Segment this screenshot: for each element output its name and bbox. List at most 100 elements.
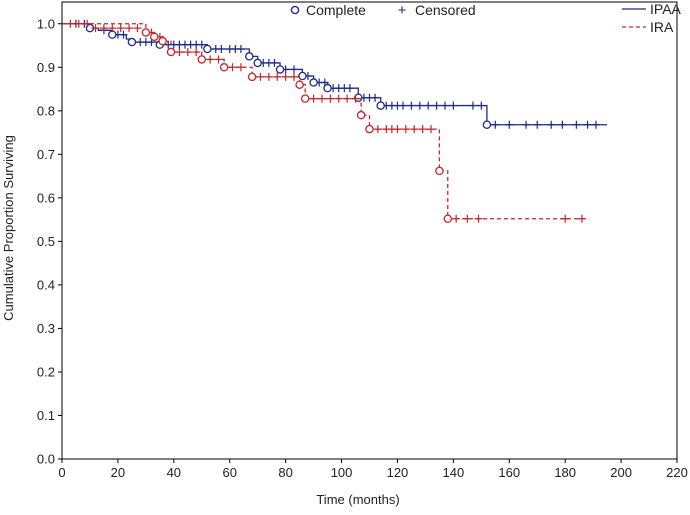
y-axis-ticks: 0.0 0.1 0.2 0.3 0.4 0.5 0.6 0.7 0.8 0.9 1.0 xyxy=(37,16,62,467)
legend-label-ira: IRA xyxy=(650,19,674,35)
censored-mark-ira xyxy=(133,24,142,33)
censored-mark-ipaa xyxy=(505,120,514,129)
y-tick-label: 0.6 xyxy=(37,190,55,205)
censored-mark-ira xyxy=(281,72,290,81)
event-mark-ira xyxy=(356,110,366,120)
censored-mark-ipaa xyxy=(197,40,206,49)
censored-mark-ipaa xyxy=(407,101,416,110)
complete-legend-label: Complete xyxy=(306,2,366,18)
x-tick-label: 140 xyxy=(443,465,465,480)
censored-mark-ipaa xyxy=(236,45,245,54)
censored-mark-ipaa xyxy=(591,120,600,129)
x-tick-label: 220 xyxy=(666,465,688,480)
censored-mark-ipaa xyxy=(533,120,542,129)
event-mark-ira xyxy=(158,36,167,46)
y-tick-label: 0.1 xyxy=(37,408,55,423)
event-mark-ira xyxy=(141,28,151,37)
censored-mark-ipaa xyxy=(547,120,556,129)
censored-mark-ira xyxy=(228,63,237,72)
event-mark-ipaa xyxy=(203,44,212,54)
censored-mark-ira xyxy=(116,24,125,33)
legend-label-ipaa: IPAA xyxy=(650,1,682,17)
x-tick-label: 160 xyxy=(498,465,520,480)
censored-mark-ira xyxy=(452,214,461,223)
censored-mark-ira xyxy=(351,94,360,103)
censored-mark-ira xyxy=(192,48,201,57)
y-tick-label: 0.0 xyxy=(37,452,55,467)
y-tick-label: 0.8 xyxy=(37,103,55,118)
x-tick-label: 0 xyxy=(58,465,65,480)
censored-mark-ira xyxy=(343,94,352,103)
censored-mark-ipaa xyxy=(415,101,424,110)
censored-mark-ira xyxy=(577,214,586,223)
censored-mark-ipaa xyxy=(432,101,441,110)
censored-mark-ipaa xyxy=(270,58,279,67)
event-mark-ira xyxy=(247,72,257,82)
x-tick-label: 40 xyxy=(167,465,181,480)
censored-mark-ipaa xyxy=(399,101,408,110)
censored-mark-ira xyxy=(474,214,483,223)
censored-mark-ira xyxy=(561,214,570,223)
censored-mark-ira xyxy=(317,94,326,103)
censored-mark-ira xyxy=(418,125,427,134)
censored-mark-ipaa xyxy=(558,120,567,129)
censored-mark-ipaa xyxy=(583,120,592,129)
x-axis-label: Time (months) xyxy=(316,492,399,507)
event-mark-ira xyxy=(443,214,453,223)
event-mark-ira xyxy=(149,32,159,42)
censored-mark-ira xyxy=(236,63,245,72)
censored-mark-ira xyxy=(183,48,192,57)
censored-mark-ipaa xyxy=(477,101,486,110)
plot-series xyxy=(62,19,608,223)
censored-mark-ipaa xyxy=(119,30,128,39)
censored-marker-icon: + xyxy=(398,2,407,19)
censored-mark-ipaa xyxy=(572,120,581,129)
event-mark-ipaa xyxy=(482,120,492,129)
censored-mark-ira xyxy=(264,72,273,81)
y-tick-label: 0.3 xyxy=(37,321,55,336)
censored-mark-ira xyxy=(427,125,435,134)
x-tick-label: 80 xyxy=(278,465,292,480)
censored-mark-ira xyxy=(66,19,75,28)
x-tick-label: 120 xyxy=(387,465,409,480)
censored-mark-ipaa xyxy=(491,120,500,129)
censored-mark-ira xyxy=(373,125,382,134)
censored-mark-ira xyxy=(83,19,92,28)
censored-mark-ira xyxy=(273,72,282,81)
censored-mark-ira xyxy=(108,24,117,33)
marker-legend: Complete + Censored xyxy=(290,2,476,19)
censored-mark-ipaa xyxy=(345,84,354,93)
event-mark-ira xyxy=(197,55,207,64)
censored-mark-ira xyxy=(206,55,215,64)
event-mark-ira xyxy=(365,124,374,134)
censored-mark-ira xyxy=(463,214,472,223)
plot-axes xyxy=(61,1,678,460)
y-tick-label: 0.4 xyxy=(37,277,55,292)
censored-mark-ira xyxy=(175,48,184,57)
x-tick-label: 20 xyxy=(111,465,125,480)
censored-mark-ira xyxy=(393,125,402,134)
censored-mark-ira xyxy=(125,24,134,33)
censored-mark-ipaa xyxy=(449,101,458,110)
censored-mark-ipaa xyxy=(468,101,477,110)
y-tick-label: 0.5 xyxy=(37,234,55,249)
y-tick-label: 1.0 xyxy=(37,16,55,31)
censored-mark-ira xyxy=(214,55,223,64)
censored-mark-ipaa xyxy=(371,93,380,102)
censored-mark-ira xyxy=(334,94,343,103)
event-mark-ira xyxy=(435,166,444,176)
event-mark-ira xyxy=(219,63,229,72)
x-tick-label: 180 xyxy=(554,465,576,480)
x-axis-ticks: 0 20 40 60 80 100 120 140 160 180 200 220 xyxy=(58,459,688,480)
x-tick-label: 100 xyxy=(331,465,353,480)
event-mark-ipaa xyxy=(127,37,137,47)
censored-mark-ipaa xyxy=(522,120,531,129)
censored-mark-ipaa xyxy=(440,101,449,110)
event-mark-ipaa xyxy=(323,83,332,93)
event-mark-ira xyxy=(295,80,304,89)
y-tick-label: 0.7 xyxy=(37,147,55,162)
censored-mark-ira xyxy=(401,125,410,134)
censored-mark-ira xyxy=(99,24,108,33)
censored-legend-label: Censored xyxy=(415,2,476,18)
x-tick-label: 60 xyxy=(222,465,236,480)
